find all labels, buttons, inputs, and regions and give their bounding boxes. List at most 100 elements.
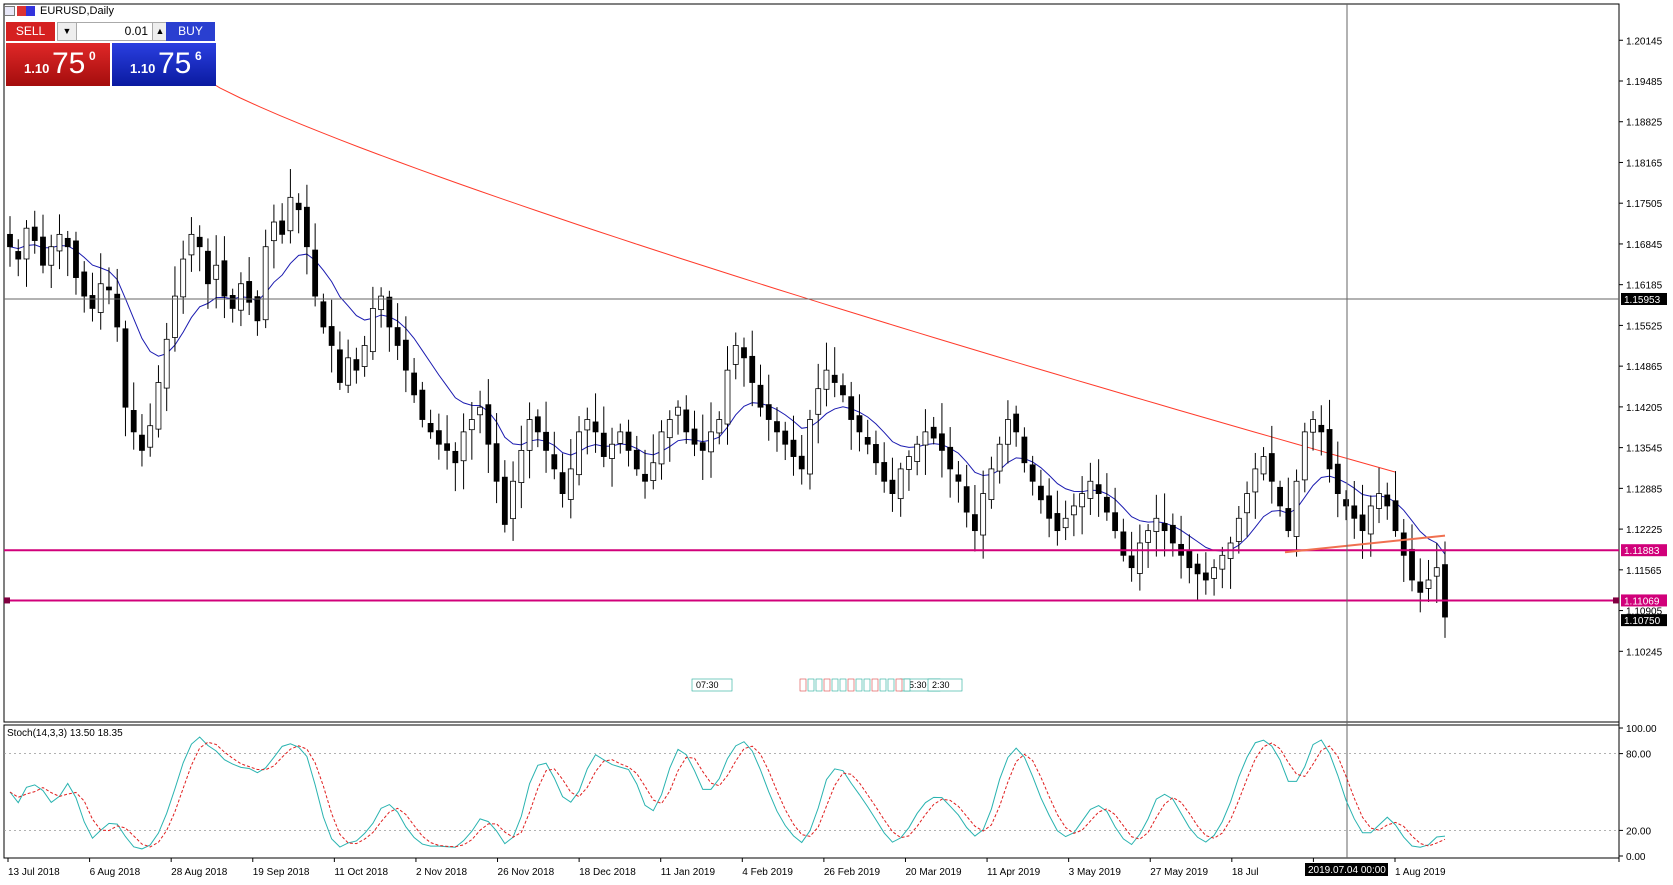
- candle-body: [551, 454, 558, 470]
- price-label-box: [1621, 594, 1667, 607]
- price-label: 1.10750: [1624, 616, 1661, 627]
- candle-body: [1153, 517, 1160, 532]
- candle-body: [765, 404, 772, 420]
- time-tick-label: 18 Dec 2018: [579, 867, 636, 878]
- price-label-box: [1621, 292, 1667, 305]
- candle-body: [1326, 429, 1333, 470]
- sell-button[interactable]: SELL: [6, 22, 55, 41]
- time-tick-label: 2 Nov 2018: [416, 867, 468, 878]
- candle-body: [229, 295, 236, 309]
- event-marker: [815, 678, 823, 692]
- candle-body: [73, 240, 79, 278]
- event-marker-label: 15:30: [904, 680, 927, 690]
- buy-price-pips: 75: [158, 47, 192, 80]
- candle-body: [1417, 581, 1424, 593]
- sell-price-prefix: 1.10: [24, 61, 50, 76]
- time-tick-label: 1 Aug 2019: [1395, 867, 1446, 878]
- stoch-tick-label: 80.00: [1626, 750, 1651, 761]
- candle-body: [188, 233, 195, 256]
- lot-size-input[interactable]: 0.01: [77, 22, 152, 41]
- candle-body: [1037, 485, 1044, 501]
- candlestick-series: [7, 169, 1448, 638]
- chart-window-icon: [4, 6, 15, 16]
- candle-body: [1087, 480, 1094, 499]
- time-tick-label: 3 May 2019: [1069, 867, 1122, 878]
- stoch-signal-line: [9, 741, 1446, 848]
- candle-body: [15, 251, 22, 260]
- candle-body: [369, 308, 376, 353]
- event-marker: [823, 678, 831, 692]
- candle-body: [353, 359, 360, 371]
- candle-body: [1161, 523, 1168, 532]
- candle-body: [592, 421, 599, 433]
- candle-body: [741, 347, 747, 359]
- candle-body: [196, 236, 203, 248]
- candle-body: [1070, 505, 1077, 516]
- candle-body: [716, 419, 723, 434]
- candle-body: [40, 236, 46, 266]
- candle-body: [1021, 436, 1028, 464]
- event-marker: [887, 678, 895, 692]
- candle-body: [155, 382, 162, 430]
- candle-body: [939, 433, 945, 451]
- candle-body: [774, 421, 780, 433]
- candle-body: [89, 295, 96, 309]
- sell-price-button[interactable]: 1.10 75 0: [6, 43, 110, 86]
- event-marker: [927, 678, 963, 692]
- candle-body: [1244, 493, 1250, 514]
- candle-body: [815, 388, 822, 415]
- candle-body: [328, 326, 335, 346]
- candle-body: [518, 449, 525, 483]
- candle-body: [81, 271, 88, 297]
- price-label-box: [1621, 614, 1667, 627]
- candle-body: [1351, 505, 1358, 519]
- candle-body: [56, 233, 63, 252]
- candle-body: [988, 468, 995, 501]
- candle-body: [864, 437, 871, 445]
- buy-price-prefix: 1.10: [130, 61, 156, 76]
- candle-body: [807, 419, 813, 475]
- candle-body: [1145, 530, 1152, 543]
- candle-body: [279, 220, 286, 235]
- candle-body: [1202, 572, 1209, 581]
- buy-price-button[interactable]: 1.10 75 6: [112, 43, 216, 86]
- candle-body: [114, 293, 121, 328]
- candle-body: [1103, 496, 1110, 513]
- one-click-trading-panel: SELL ▼ 0.01 ▲ BUY 1.10 75 0 1.10 75 6: [6, 22, 216, 86]
- candle-body: [1046, 495, 1053, 519]
- event-marker: [863, 678, 871, 692]
- candle-body: [658, 431, 665, 465]
- time-tick-label: 4 Feb 2019: [742, 867, 793, 878]
- candle-body: [493, 443, 500, 482]
- candle-body: [1301, 431, 1308, 481]
- horizontal-levels: 1.15953 1.11883 1.11069 1.10750: [4, 292, 1667, 627]
- candle-body: [708, 431, 714, 453]
- stoch-tick-label: 100.00: [1626, 724, 1657, 735]
- candle-body: [1029, 464, 1036, 482]
- candle-body: [312, 249, 319, 297]
- candle-body: [947, 446, 954, 470]
- candle-body: [139, 434, 145, 451]
- candle-body: [914, 443, 921, 462]
- candle-body: [1400, 532, 1407, 556]
- candle-body: [1194, 563, 1201, 575]
- candle-body: [485, 404, 492, 445]
- buy-button[interactable]: BUY: [166, 22, 215, 41]
- candle-body: [732, 345, 739, 365]
- candle-body: [1136, 542, 1143, 574]
- candle-body: [336, 349, 343, 383]
- candle-body: [650, 462, 657, 481]
- candle-body: [881, 462, 888, 482]
- candle-body: [1376, 493, 1382, 509]
- candle-body: [122, 328, 129, 408]
- price-tick-label: 1.16845: [1626, 240, 1663, 251]
- candle-body: [213, 264, 220, 280]
- candle-body: [221, 260, 228, 297]
- lot-decrease-button[interactable]: ▼: [57, 22, 77, 41]
- time-tick-label: 27 May 2019: [1150, 867, 1208, 878]
- price-tick-label: 1.14205: [1626, 403, 1663, 414]
- candle-body: [617, 431, 624, 444]
- candle-body: [468, 419, 475, 431]
